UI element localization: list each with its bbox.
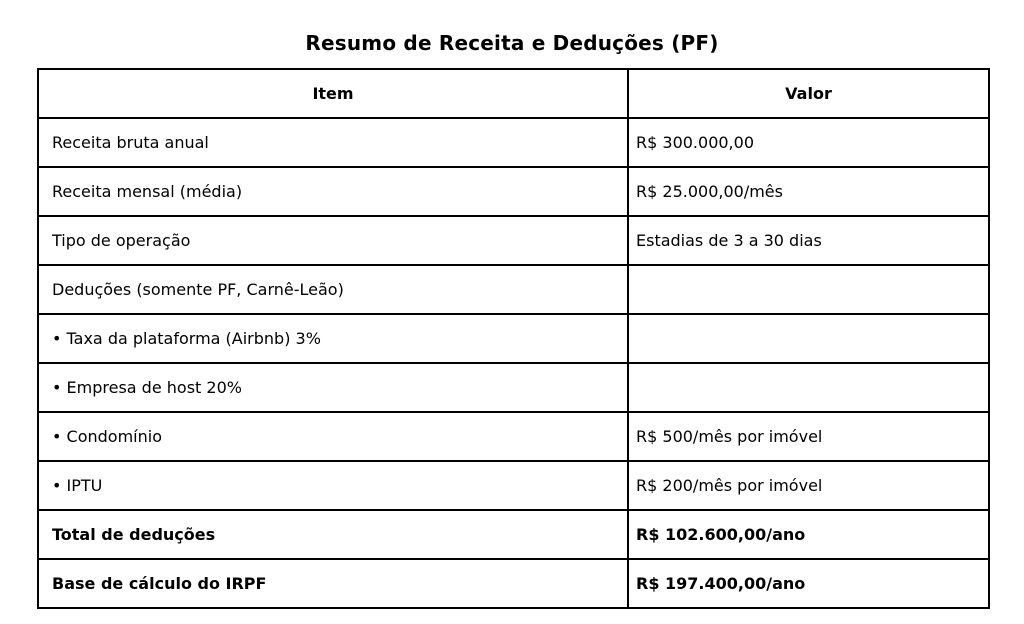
item-cell: Tipo de operação — [37, 215, 629, 266]
table-row: • Condomínio R$ 500/mês por imóvel — [37, 411, 990, 462]
column-header-valor: Valor — [627, 68, 990, 119]
item-cell: • IPTU — [37, 460, 629, 511]
page-title: Resumo de Receita e Deduções (PF) — [305, 31, 719, 55]
summary-table: Item Valor Receita bruta anual R$ 300.00… — [37, 68, 990, 609]
column-header-item: Item — [37, 68, 629, 119]
valor-cell: R$ 102.600,00/ano — [627, 509, 990, 560]
valor-cell — [627, 264, 990, 315]
valor-cell: R$ 500/mês por imóvel — [627, 411, 990, 462]
valor-cell: R$ 300.000,00 — [627, 117, 990, 168]
valor-cell: R$ 200/mês por imóvel — [627, 460, 990, 511]
valor-cell: Estadias de 3 a 30 dias — [627, 215, 990, 266]
valor-cell — [627, 362, 990, 413]
item-cell: Deduções (somente PF, Carnê-Leão) — [37, 264, 629, 315]
item-cell: Base de cálculo do IRPF — [37, 558, 629, 609]
valor-cell — [627, 313, 990, 364]
valor-cell: R$ 197.400,00/ano — [627, 558, 990, 609]
table-row: • Taxa da plataforma (Airbnb) 3% — [37, 313, 990, 364]
item-cell: • Taxa da plataforma (Airbnb) 3% — [37, 313, 629, 364]
item-cell: Receita mensal (média) — [37, 166, 629, 217]
table-row: Receita bruta anual R$ 300.000,00 — [37, 117, 990, 168]
table-row: Receita mensal (média) R$ 25.000,00/mês — [37, 166, 990, 217]
table-row: Tipo de operação Estadias de 3 a 30 dias — [37, 215, 990, 266]
item-cell: Total de deduções — [37, 509, 629, 560]
item-cell: Receita bruta anual — [37, 117, 629, 168]
item-cell: • Empresa de host 20% — [37, 362, 629, 413]
table-row: Deduções (somente PF, Carnê-Leão) — [37, 264, 990, 315]
item-cell: • Condomínio — [37, 411, 629, 462]
table-header-row: Item Valor — [37, 68, 990, 119]
table-row: • Empresa de host 20% — [37, 362, 990, 413]
table-row-total-deducoes: Total de deduções R$ 102.600,00/ano — [37, 509, 990, 560]
table-row: • IPTU R$ 200/mês por imóvel — [37, 460, 990, 511]
table-row-base-calculo: Base de cálculo do IRPF R$ 197.400,00/an… — [37, 558, 990, 609]
valor-cell: R$ 25.000,00/mês — [627, 166, 990, 217]
